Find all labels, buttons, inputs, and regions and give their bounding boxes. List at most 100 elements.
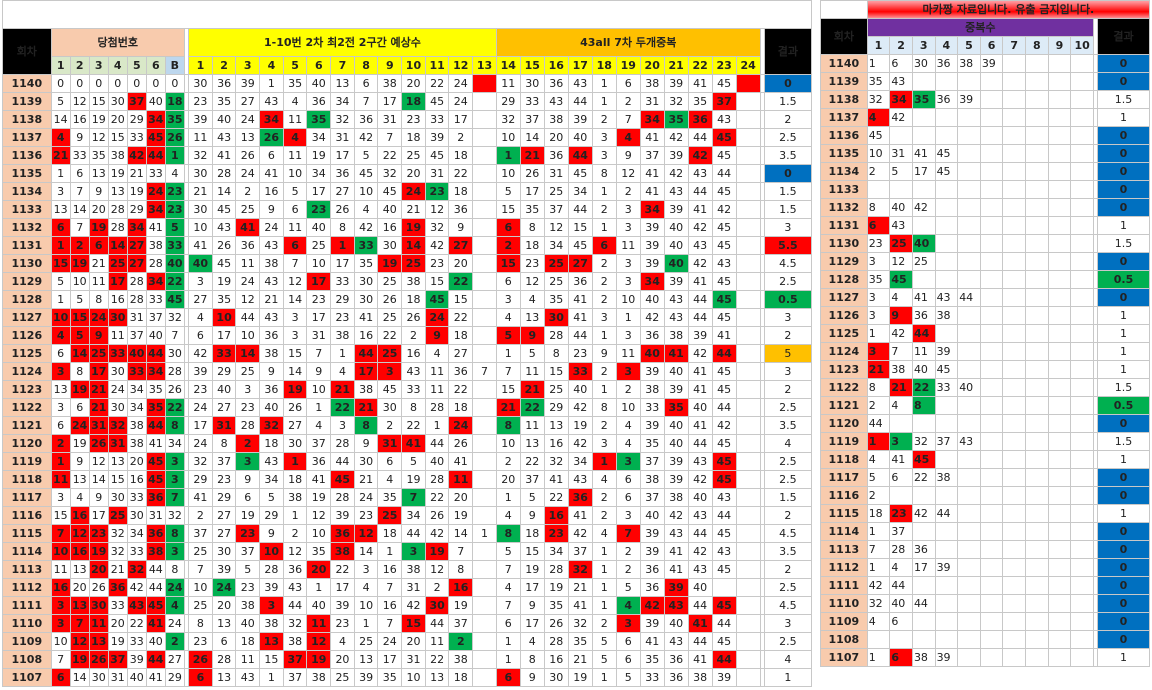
round-number: 1131 bbox=[2, 236, 52, 255]
prediction-cell: 22 bbox=[448, 308, 474, 327]
dup-cell: 35 bbox=[543, 596, 569, 615]
prediction-cell: 26 bbox=[377, 290, 403, 309]
prediction-cell: 26 bbox=[211, 236, 237, 255]
winning-number-cell: 3 bbox=[164, 542, 185, 561]
prediction-cell: 31 bbox=[424, 164, 450, 183]
dup-cell: 16 bbox=[543, 434, 569, 453]
overlap-cell bbox=[1025, 198, 1049, 217]
round-number: 1114 bbox=[2, 542, 52, 561]
round-number: 1121 bbox=[2, 416, 52, 435]
overlap-cell bbox=[1002, 576, 1027, 595]
winning-number-cell: 35 bbox=[145, 380, 166, 399]
dup-cell: 41 bbox=[687, 362, 713, 381]
winning-number-cell: 34 bbox=[145, 272, 166, 291]
overlap-cell bbox=[979, 216, 1004, 235]
prediction-cell: 20 bbox=[401, 632, 426, 651]
dup-cell: 17 bbox=[519, 614, 545, 633]
overlap-cell bbox=[934, 180, 959, 199]
overlap-cell bbox=[979, 270, 1004, 289]
dup-cell: 40 bbox=[663, 416, 689, 435]
overlap-cell: 38 bbox=[911, 648, 936, 667]
dup-cell: 39 bbox=[663, 146, 689, 165]
dup-cell: 43 bbox=[567, 74, 593, 93]
dup-cell: 36 bbox=[567, 272, 593, 291]
prediction-cell bbox=[472, 416, 497, 435]
dup-cell: 39 bbox=[567, 110, 593, 129]
dup-cell: 2 bbox=[615, 380, 641, 399]
round-number: 1133 bbox=[2, 200, 52, 219]
prediction-cell: 17 bbox=[448, 110, 474, 129]
overlap-cell bbox=[1070, 162, 1094, 181]
overlap-cell bbox=[1025, 90, 1049, 109]
dup-cell: 8 bbox=[543, 344, 569, 363]
winning-number-cell: 14 bbox=[50, 110, 71, 129]
prediction-cell: 33 bbox=[211, 344, 237, 363]
prediction-cell: 23 bbox=[424, 182, 450, 201]
overlap-cell: 45 bbox=[934, 360, 959, 379]
round-number: 1107 bbox=[820, 648, 868, 667]
winning-number-cell: 12 bbox=[69, 524, 90, 543]
dup-cell: 39 bbox=[663, 470, 689, 489]
dup-cell: 3 bbox=[615, 614, 641, 633]
table-row: 1110 3 7 11 20 22 41 24 8 13 40 38 32 11 23 1 7 15 44 37 6 17… bbox=[2, 614, 813, 633]
winning-number-cell: 20 bbox=[107, 614, 128, 633]
dup-cell: 44 bbox=[687, 308, 713, 327]
round-number: 1126 bbox=[2, 326, 52, 345]
dup-cell: 8 bbox=[495, 416, 521, 435]
table-row: 1127 10 15 24 30 31 37 32 4 10 44 43 3 17 23 41 25 26 24 22… bbox=[2, 308, 813, 327]
round-number: 1110 bbox=[820, 594, 868, 613]
winning-number-cell: 21 bbox=[88, 254, 109, 273]
result-cell: 3.5 bbox=[763, 542, 813, 561]
prediction-cell: 45 bbox=[330, 470, 355, 489]
prediction-cell: 41 bbox=[353, 308, 379, 327]
overlap-cell: 36 bbox=[911, 540, 936, 559]
winning-number-cell: 16 bbox=[50, 578, 71, 597]
round-number: 1132 bbox=[2, 218, 52, 237]
winning-number-cell: 36 bbox=[145, 524, 166, 543]
dup-cell bbox=[735, 164, 761, 183]
overlap-cell bbox=[889, 486, 913, 505]
dup-cell bbox=[735, 362, 761, 381]
overlap-cell bbox=[1070, 558, 1094, 577]
winning-number-cell: 9 bbox=[69, 452, 90, 471]
overlap-cell bbox=[1047, 432, 1072, 451]
prediction-cell: 24 bbox=[235, 110, 261, 129]
table-row: 1117 3 4 9 30 33 36 7 41 29 6 5 38 19 28 24 35 7 22 20 1 5 22 3… bbox=[2, 488, 813, 507]
result-cell: 4.5 bbox=[763, 596, 813, 615]
prediction-cell: 19 bbox=[424, 542, 450, 561]
round-number: 1125 bbox=[2, 344, 52, 363]
overlap-cell bbox=[1070, 432, 1094, 451]
table-row: 1132 8 40 42 0 bbox=[820, 198, 1151, 217]
dup-cell: 35 bbox=[543, 290, 569, 309]
dup-cell bbox=[735, 272, 761, 291]
winning-number-cell: 10 bbox=[69, 272, 90, 291]
dup-cell: 40 bbox=[663, 614, 689, 633]
overlap-cell bbox=[979, 162, 1004, 181]
overlap-cell bbox=[1002, 198, 1027, 217]
prediction-cell: 11 bbox=[282, 110, 308, 129]
dup-cell: 44 bbox=[567, 146, 593, 165]
prediction-cell bbox=[472, 668, 497, 687]
dup-cell: 25 bbox=[543, 272, 569, 291]
dup-cell: 40 bbox=[663, 218, 689, 237]
dup-cell: 2 bbox=[591, 488, 617, 507]
winning-number-cell: 31 bbox=[107, 668, 128, 687]
overlap-cell bbox=[1070, 54, 1094, 73]
dup-cell bbox=[735, 290, 761, 309]
dup-cell bbox=[735, 182, 761, 201]
dup-cell: 5 bbox=[519, 488, 545, 507]
dup-cell: 41 bbox=[639, 164, 665, 183]
prediction-cell: 38 bbox=[235, 596, 261, 615]
dup-cell: 13 bbox=[519, 434, 545, 453]
prediction-cell: 17 bbox=[377, 650, 403, 669]
winning-number-cell: 45 bbox=[145, 128, 166, 147]
prediction-cell: 43 bbox=[259, 308, 284, 327]
prediction-cell: 31 bbox=[330, 128, 355, 147]
winning-number-cell: 16 bbox=[69, 506, 90, 525]
overlap-cell: 32 bbox=[866, 594, 891, 613]
overlap-cell bbox=[1070, 90, 1094, 109]
prediction-cell: 41 bbox=[401, 434, 426, 453]
winning-number-cell: 41 bbox=[145, 434, 166, 453]
round-number: 1114 bbox=[820, 522, 868, 541]
winning-number-cell: 13 bbox=[107, 452, 128, 471]
